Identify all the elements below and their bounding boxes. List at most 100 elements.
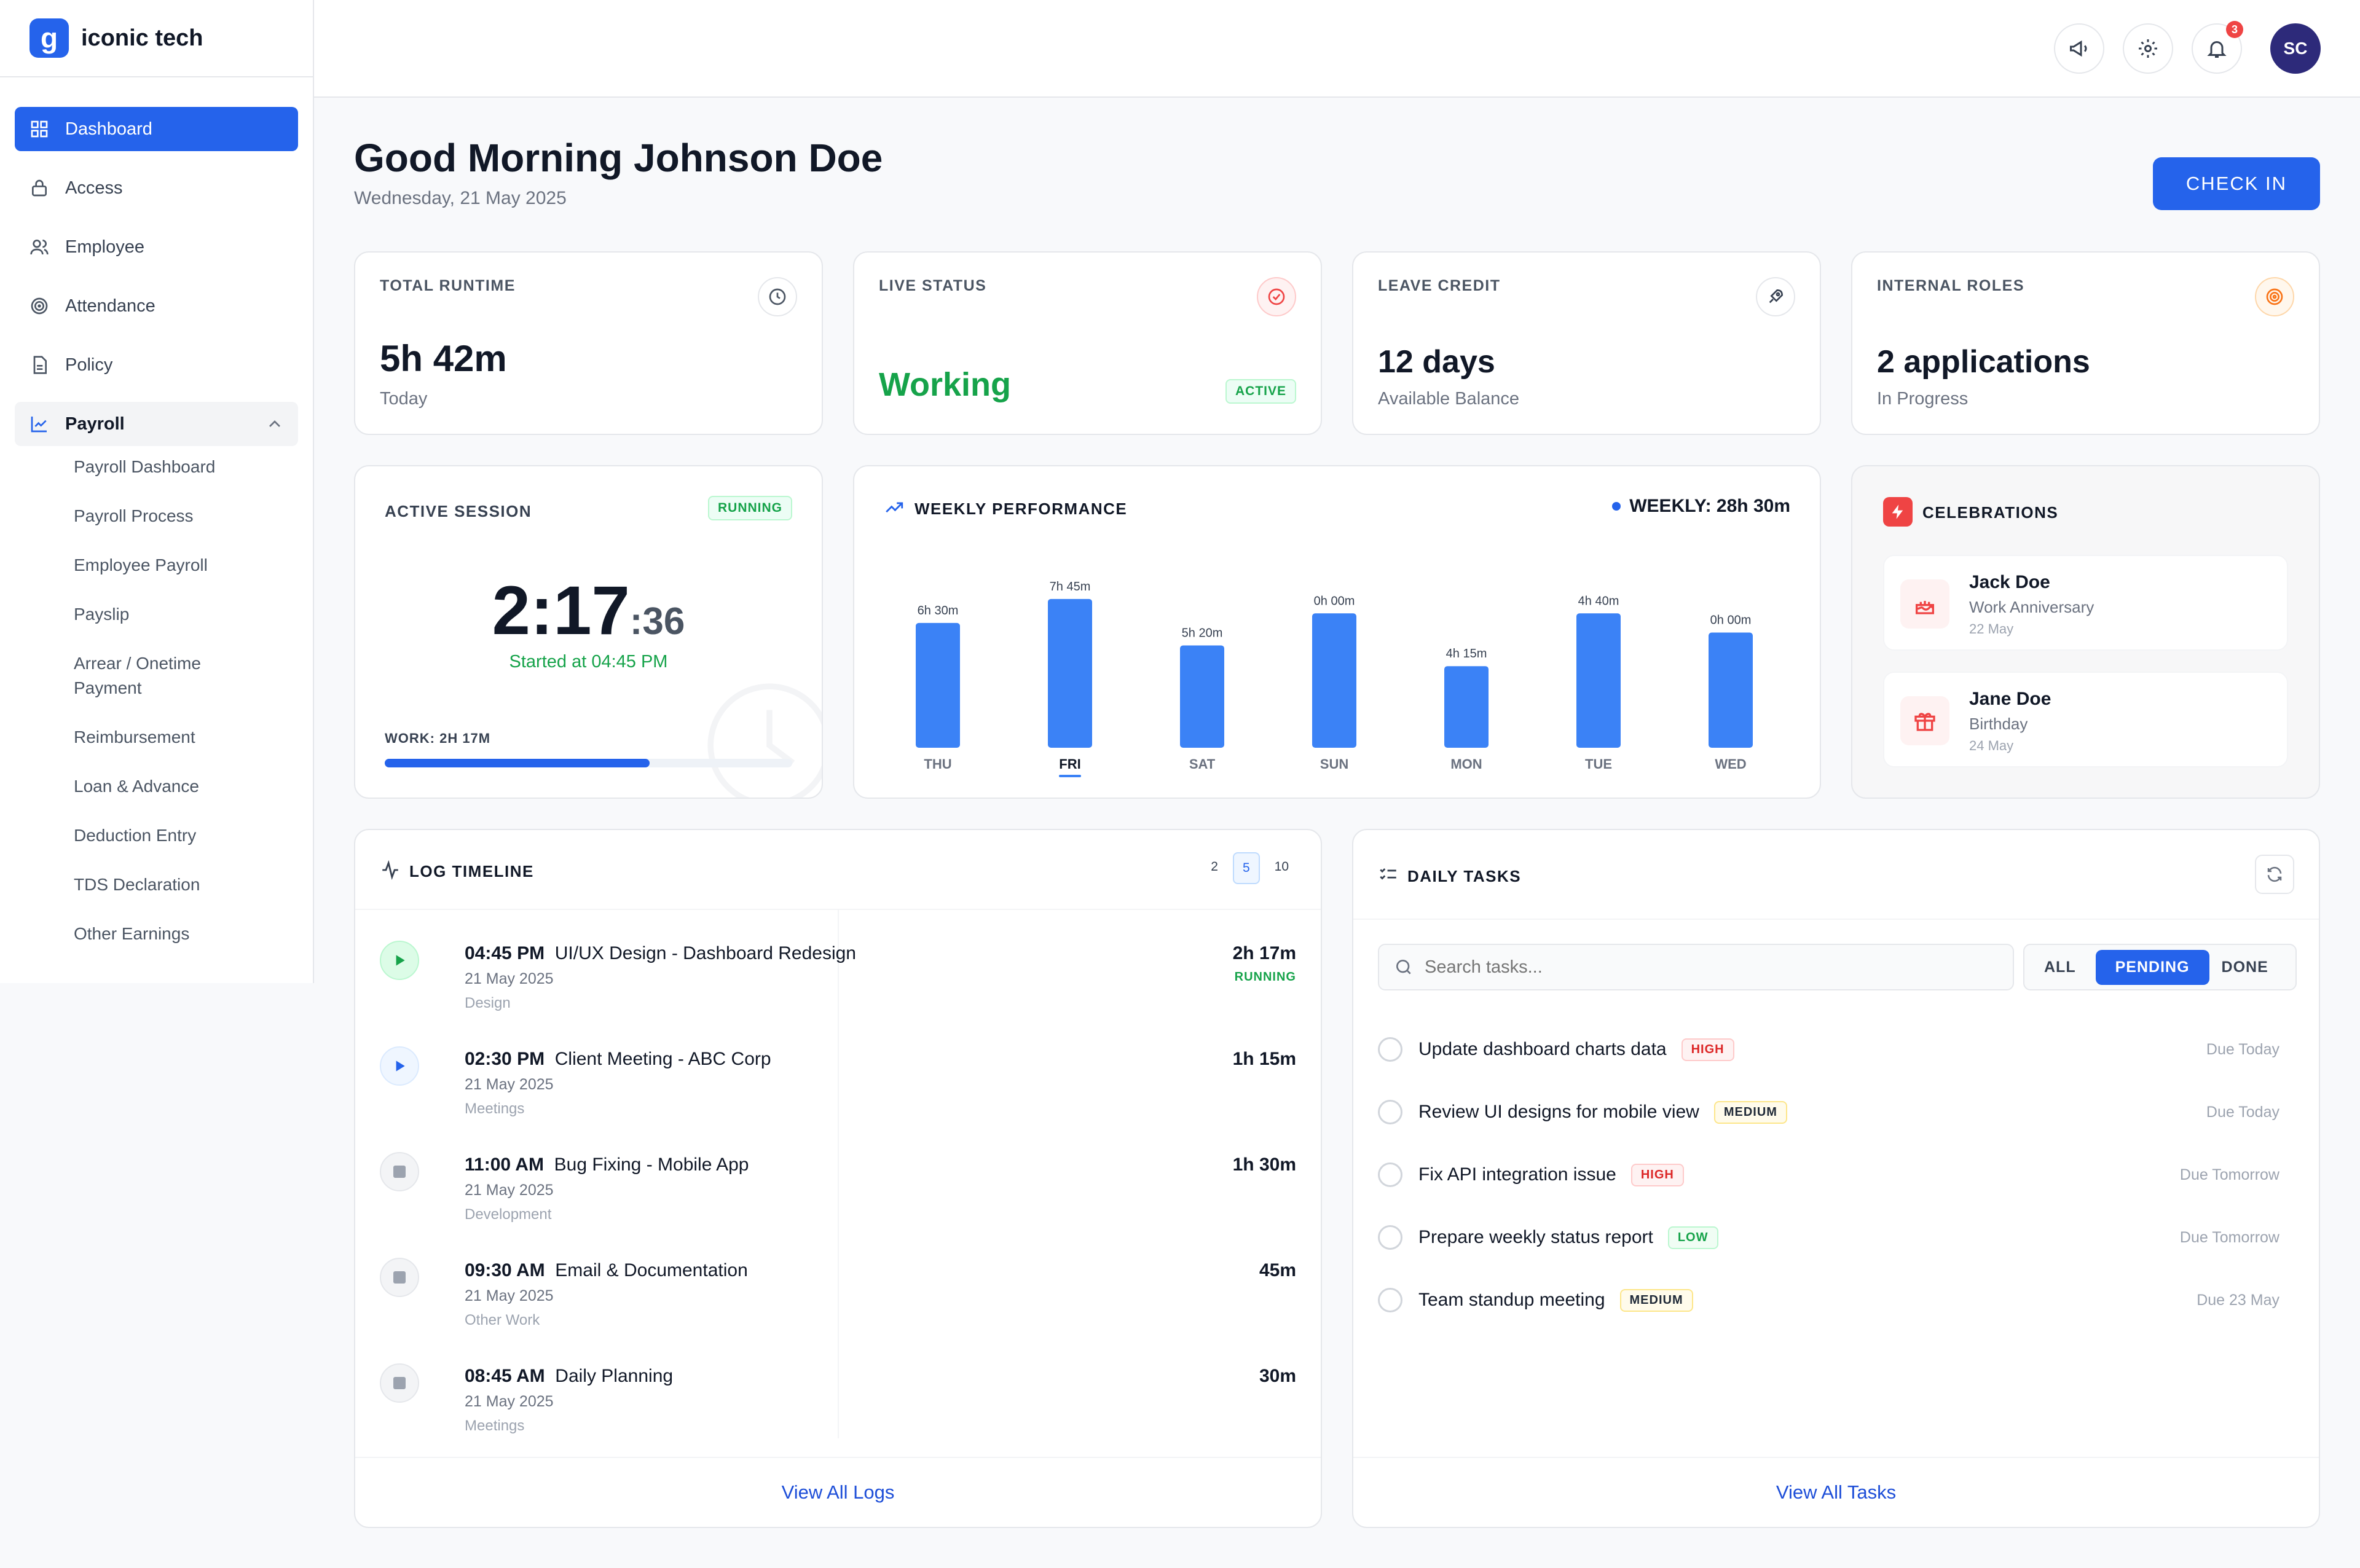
- bar-sun[interactable]: [1312, 613, 1356, 748]
- filter-pending[interactable]: PENDING: [2095, 949, 2209, 985]
- task-text: Update dashboard charts data: [1418, 1039, 1667, 1059]
- settings-button[interactable]: [2123, 23, 2173, 74]
- bar-wed[interactable]: [1709, 632, 1753, 748]
- sidebar-group-payroll[interactable]: Payroll: [15, 402, 298, 446]
- log-task: Email & Documentation: [555, 1260, 748, 1280]
- task-item[interactable]: Team standup meeting MEDIUM Due 23 May: [1378, 1282, 2279, 1319]
- log-entry[interactable]: 11:00 AM Bug Fixing - Mobile App 21 May …: [380, 1127, 1296, 1223]
- task-due: Due Today: [2206, 1103, 2279, 1121]
- log-entry[interactable]: 04:45 PM UI/UX Design - Dashboard Redesi…: [380, 916, 1296, 1011]
- sidebar-subitem[interactable]: Deduction Entry: [74, 826, 197, 845]
- sidebar-subitem[interactable]: Reimbursement: [74, 727, 195, 747]
- task-checkbox[interactable]: [1378, 1288, 1402, 1312]
- search-box[interactable]: [1378, 944, 2014, 990]
- filter-done[interactable]: DONE: [2221, 958, 2268, 976]
- log-duration: 1h 30m: [1232, 1154, 1296, 1175]
- sidebar-subitem[interactable]: TDS Declaration: [74, 875, 200, 894]
- topbar: 3 SC: [314, 0, 2360, 98]
- trend-icon: [31, 417, 47, 433]
- sidebar-subitem[interactable]: Payroll Process: [74, 506, 194, 525]
- stop-icon: [380, 1152, 419, 1191]
- card-title: DAILY TASKS: [1407, 867, 1522, 885]
- avatar[interactable]: SC: [2270, 23, 2321, 74]
- task-item[interactable]: Update dashboard charts data HIGH Due To…: [1378, 1031, 2279, 1068]
- priority-badge: LOW: [1667, 1226, 1718, 1249]
- log-entry[interactable]: 02:30 PM Client Meeting - ABC Corp 21 Ma…: [380, 1022, 1296, 1117]
- log-date: 21 May 2025: [465, 1182, 554, 1199]
- task-item[interactable]: Prepare weekly status report LOW Due Tom…: [1378, 1219, 2279, 1256]
- x-tick-label: SUN: [1320, 756, 1348, 772]
- log-entry[interactable]: 09:30 AM Email & Documentation 21 May 20…: [380, 1233, 1296, 1328]
- target-icon: [2255, 277, 2294, 316]
- bar-sat[interactable]: [1180, 645, 1224, 748]
- log-time: 02:30 PM: [465, 1049, 545, 1069]
- refresh-button[interactable]: [2255, 855, 2294, 894]
- log-time: 08:45 AM: [465, 1366, 545, 1386]
- session-start: Started at 04:45 PM: [509, 652, 668, 672]
- celebration-item[interactable]: Jack Doe Work Anniversary 22 May: [1883, 555, 2288, 651]
- task-checkbox[interactable]: [1378, 1100, 1402, 1124]
- view-all-tasks-link[interactable]: View All Tasks: [1353, 1457, 2319, 1527]
- search-input[interactable]: [1425, 957, 1978, 978]
- celebration-item[interactable]: Jane Doe Birthday 24 May: [1883, 672, 2288, 767]
- bar-fri[interactable]: [1048, 598, 1092, 748]
- trending-up-icon: [886, 502, 903, 513]
- task-checkbox[interactable]: [1378, 1225, 1402, 1250]
- brand[interactable]: g iconic tech: [0, 0, 313, 77]
- bar-tue[interactable]: [1576, 613, 1621, 748]
- sidebar-subitem[interactable]: Arrear / Onetime Payment: [74, 654, 201, 697]
- card-title: ACTIVE SESSION: [385, 502, 532, 520]
- notifications-button[interactable]: 3: [2192, 21, 2243, 74]
- log-task: Client Meeting - ABC Corp: [554, 1049, 771, 1069]
- active-day-indicator: [1059, 775, 1081, 777]
- sidebar-subitem[interactable]: Employee Payroll: [74, 555, 208, 574]
- sidebar-item-label: Dashboard: [65, 119, 152, 139]
- page-size-option-active[interactable]: 5: [1232, 852, 1260, 884]
- logo-icon: g: [30, 18, 69, 58]
- announcements-button[interactable]: [2054, 23, 2104, 74]
- bar-value-label: 7h 45m: [1050, 580, 1091, 594]
- running-badge: RUNNING: [708, 496, 792, 520]
- task-checkbox[interactable]: [1378, 1162, 1402, 1187]
- filter-all[interactable]: ALL: [2044, 958, 2076, 976]
- bar-thu[interactable]: [916, 622, 960, 748]
- sidebar-item-access[interactable]: Access: [15, 166, 298, 210]
- stat-card-internal-roles: INTERNAL ROLES 2 applications In Progres…: [1851, 251, 2320, 435]
- task-filter: ALL PENDING DONE: [2023, 944, 2297, 990]
- celebration-date: 22 May: [1969, 621, 2014, 637]
- log-entry[interactable]: 08:45 AM Daily Planning 21 May 2025 Meet…: [380, 1339, 1296, 1434]
- task-item[interactable]: Review UI designs for mobile view MEDIUM…: [1378, 1094, 2279, 1131]
- page-size-option[interactable]: 2: [1211, 860, 1218, 874]
- rocket-icon: [1756, 277, 1795, 316]
- users-icon: [30, 240, 49, 255]
- sidebar-subitem[interactable]: Other Earnings: [74, 924, 190, 943]
- task-item[interactable]: Fix API integration issue HIGH Due Tomor…: [1378, 1156, 2279, 1193]
- x-tick-label: WED: [1715, 756, 1746, 772]
- stat-label: LEAVE CREDIT: [1378, 277, 1501, 294]
- page-size-option[interactable]: 10: [1274, 860, 1289, 874]
- celebration-name: Jack Doe: [1969, 572, 2050, 592]
- weekly-bar-chart: 6h 30m THU 7h 45m FRI 5h 20m SAT 0h 00m SUN 4h 1…: [916, 580, 1753, 777]
- sidebar-subitem[interactable]: Loan & Advance: [74, 777, 199, 796]
- weekly-total: WEEKLY: 28h 30m: [1612, 496, 1790, 517]
- sidebar-item-policy[interactable]: Policy: [15, 343, 298, 387]
- sidebar-subitem[interactable]: Payslip: [74, 605, 130, 624]
- sidebar: g iconic tech Dashboard Access Employee …: [0, 0, 314, 983]
- bar-mon[interactable]: [1444, 666, 1489, 748]
- log-task: UI/UX Design - Dashboard Redesign: [554, 943, 856, 963]
- grid-icon: [31, 120, 48, 138]
- view-all-logs-link[interactable]: View All Logs: [355, 1457, 1321, 1527]
- task-checkbox[interactable]: [1378, 1037, 1402, 1062]
- task-due: Due Today: [2206, 1040, 2279, 1058]
- legend-dot: [1612, 502, 1621, 511]
- sidebar-item-employee[interactable]: Employee: [15, 225, 298, 269]
- sidebar-item-label: Access: [65, 178, 123, 198]
- x-tick-label: FRI: [1059, 756, 1080, 772]
- sidebar-subitem[interactable]: Payroll Dashboard: [74, 457, 216, 476]
- log-duration: 2h 17m: [1232, 943, 1296, 963]
- sidebar-item-dashboard[interactable]: Dashboard: [15, 107, 298, 151]
- notification-count-badge: 3: [2226, 21, 2243, 38]
- bar-value-label: 4h 15m: [1446, 647, 1487, 661]
- check-in-button[interactable]: CHECK IN: [2153, 157, 2320, 210]
- sidebar-item-attendance[interactable]: Attendance: [15, 284, 298, 328]
